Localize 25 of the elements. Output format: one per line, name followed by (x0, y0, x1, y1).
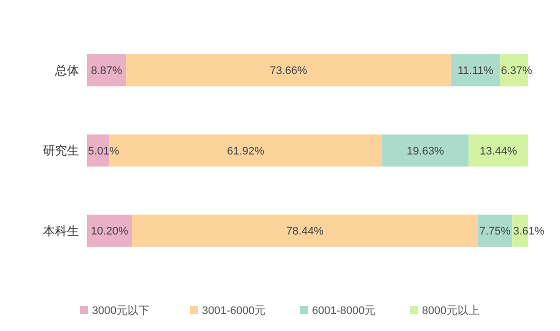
data-label: 61.92% (226, 145, 264, 158)
bar (126, 54, 451, 86)
data-label: 6.37% (500, 65, 532, 78)
legend-label: 3000元以下 (92, 304, 150, 317)
data-label: 78.44% (286, 226, 324, 238)
data-label: 8.87% (90, 65, 122, 78)
data-label: 3.61% (513, 226, 544, 238)
data-label: 7.75% (479, 226, 511, 238)
legend-label: 8000元以上 (422, 304, 480, 317)
data-label: 73.66% (270, 65, 308, 78)
y-tick-label: 本科生 (43, 224, 79, 238)
data-label: 13.44% (480, 145, 518, 158)
legend-label: 6001-8000元 (312, 304, 376, 317)
data-label: 19.63% (406, 145, 444, 158)
data-label: 10.20% (90, 226, 128, 238)
bar (132, 214, 478, 247)
legend-label: 3001-6000元 (202, 304, 266, 317)
bar (87, 214, 132, 247)
bar (450, 54, 500, 86)
bar (468, 134, 528, 167)
data-label: 5.01% (88, 145, 120, 158)
data-label: 11.11% (458, 65, 494, 78)
y-tick-label: 总体 (54, 63, 79, 78)
bar (382, 134, 469, 167)
y-tick-label: 研究生 (43, 144, 79, 158)
